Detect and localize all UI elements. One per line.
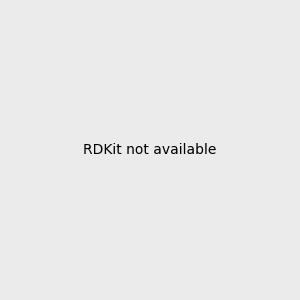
Text: RDKit not available: RDKit not available: [83, 143, 217, 157]
